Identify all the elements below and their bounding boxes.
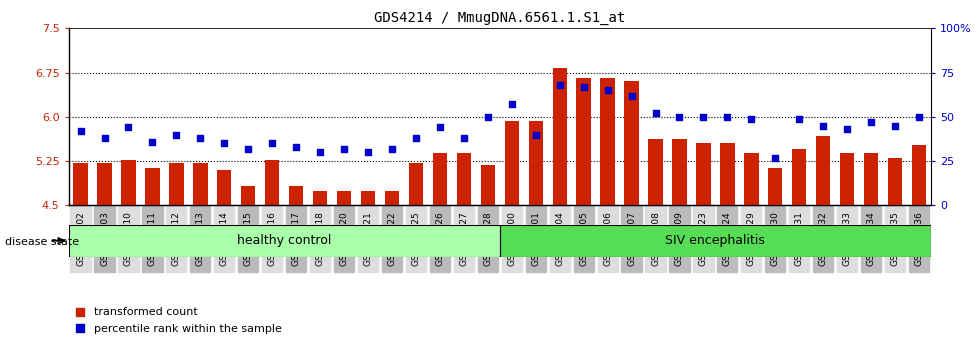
Bar	[888, 158, 903, 205]
Point	[97, 135, 113, 141]
Bar	[528, 121, 543, 205]
Point	[576, 84, 592, 90]
Bar	[457, 153, 471, 205]
Bar	[649, 139, 662, 205]
Point	[336, 146, 352, 152]
Bar	[480, 165, 495, 205]
Point	[121, 125, 136, 130]
Point	[815, 123, 831, 129]
Bar	[122, 160, 135, 205]
Point	[408, 135, 423, 141]
Point	[719, 114, 735, 120]
Bar	[816, 136, 830, 205]
Bar	[337, 190, 351, 205]
Point	[432, 125, 448, 130]
FancyBboxPatch shape	[69, 225, 500, 257]
Point	[265, 141, 280, 146]
Bar	[409, 163, 423, 205]
Point	[456, 135, 471, 141]
Point	[671, 114, 687, 120]
Point	[600, 87, 615, 93]
Point	[169, 132, 184, 137]
Point	[767, 155, 783, 160]
Point	[504, 102, 519, 107]
Bar	[289, 186, 304, 205]
Bar	[553, 68, 566, 205]
Point	[696, 114, 711, 120]
Bar	[385, 190, 399, 205]
Text: GDS4214 / MmugDNA.6561.1.S1_at: GDS4214 / MmugDNA.6561.1.S1_at	[374, 11, 625, 25]
FancyBboxPatch shape	[500, 225, 931, 257]
Bar	[218, 170, 231, 205]
Bar	[170, 163, 183, 205]
Bar	[193, 163, 208, 205]
Bar	[696, 143, 710, 205]
Point	[839, 126, 855, 132]
Point	[73, 128, 88, 134]
Bar	[97, 163, 112, 205]
Point	[792, 116, 808, 121]
Point	[863, 119, 879, 125]
Bar	[672, 139, 687, 205]
Bar	[433, 153, 447, 205]
Text: disease state: disease state	[5, 238, 82, 247]
Point	[911, 114, 927, 120]
Point	[288, 144, 304, 150]
Text: healthy control: healthy control	[237, 234, 331, 247]
Point	[145, 139, 161, 144]
Text: SIV encephalitis: SIV encephalitis	[665, 234, 765, 247]
Point	[217, 141, 232, 146]
Bar	[911, 144, 926, 205]
Bar	[361, 190, 375, 205]
Point	[552, 82, 567, 88]
Bar	[744, 153, 759, 205]
Point	[648, 110, 663, 116]
Bar	[313, 190, 327, 205]
Point	[384, 146, 400, 152]
Legend: transformed count, percentile rank within the sample: transformed count, percentile rank withi…	[74, 307, 282, 333]
Point	[240, 146, 256, 152]
Bar	[74, 163, 88, 205]
Bar	[624, 81, 639, 205]
Bar	[145, 168, 160, 205]
Point	[480, 114, 496, 120]
Point	[744, 116, 760, 121]
Point	[313, 149, 328, 155]
Bar	[241, 186, 256, 205]
Point	[361, 149, 376, 155]
Point	[887, 123, 903, 129]
Bar	[601, 79, 614, 205]
Bar	[505, 121, 519, 205]
Bar	[720, 143, 735, 205]
Bar	[265, 160, 279, 205]
Bar	[576, 79, 591, 205]
Point	[528, 132, 544, 137]
Bar	[768, 168, 782, 205]
Point	[192, 135, 208, 141]
Bar	[840, 153, 855, 205]
Bar	[792, 149, 807, 205]
Bar	[864, 153, 878, 205]
Point	[623, 93, 639, 98]
